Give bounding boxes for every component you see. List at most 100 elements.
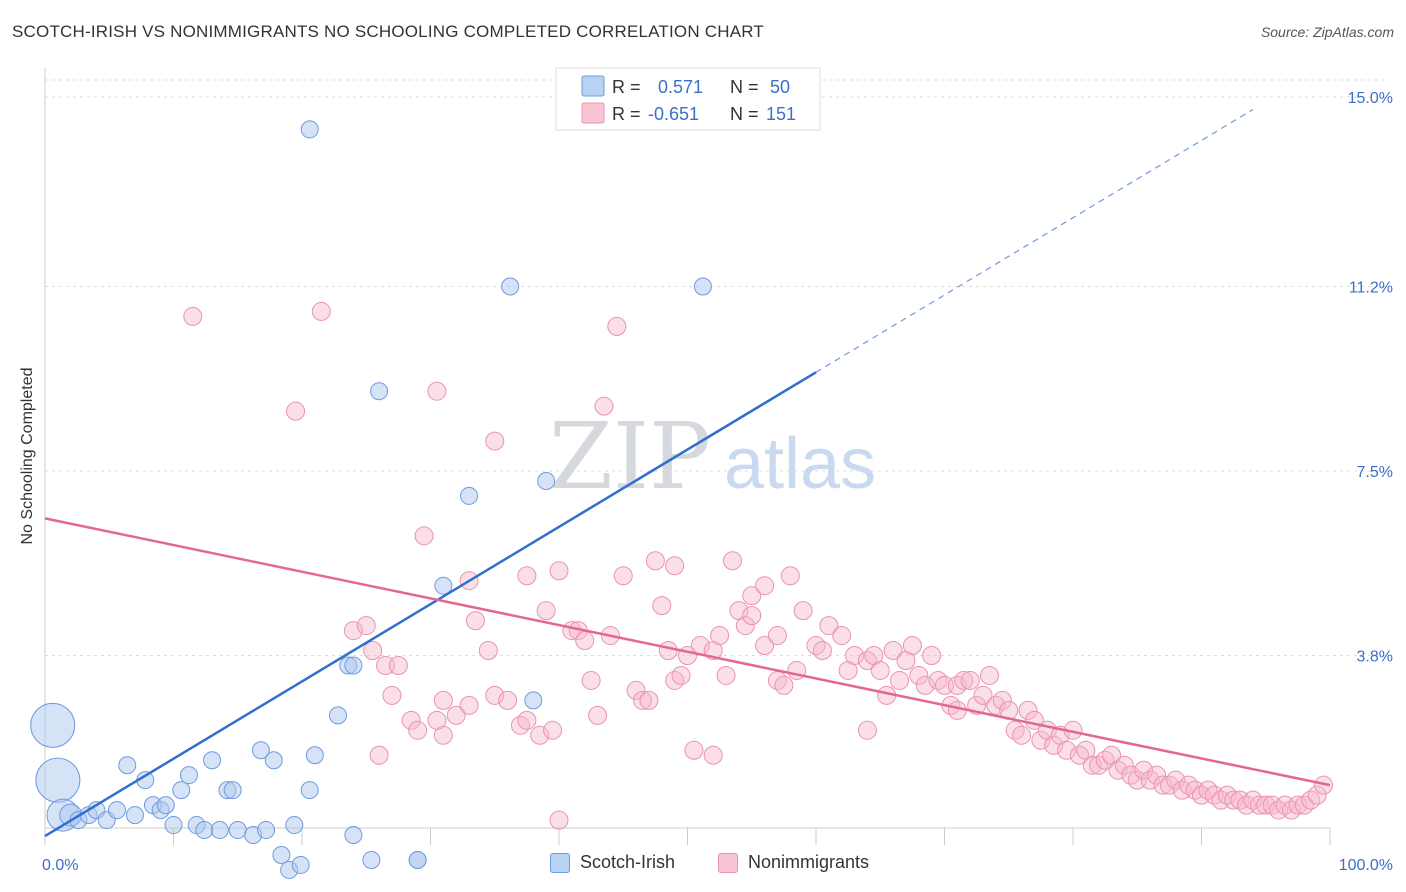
scotch-irish-point-26: [251, 741, 270, 760]
nonimmigrants-point-94: [1012, 725, 1032, 745]
nonimmigrants-point-28: [459, 695, 479, 715]
legend-swatch-pink: [581, 102, 605, 124]
scotch-irish-point-43: [408, 850, 427, 869]
nonimmigrants-point-74: [883, 641, 903, 661]
legend-r-value-1: 0.571: [658, 77, 703, 97]
nonimmigrants-point-109: [1108, 760, 1128, 780]
nonimmigrants-point-138: [1294, 795, 1314, 815]
nonimmigrants-point-59: [755, 636, 775, 656]
nonimmigrants-point-46: [652, 596, 672, 616]
nonimmigrants-point-6: [594, 396, 614, 416]
nonimmigrants-point-20: [382, 685, 402, 705]
nonimmigrants-point-43: [626, 680, 646, 700]
nonimmigrants-point-18: [363, 641, 383, 661]
nonimmigrants-point-35: [543, 720, 563, 740]
legend-r-value-2: -0.651: [648, 104, 699, 124]
nonimmigrants-point-44: [633, 690, 653, 710]
nonimmigrants-point-2: [286, 401, 306, 421]
nonimmigrants-point-7: [414, 526, 434, 546]
legend-item-scotch-irish: Scotch-Irish: [550, 852, 675, 873]
nonimmigrants-point-27: [446, 705, 466, 725]
scotch-irish-point-36: [300, 120, 319, 139]
watermark-atlas: atlas: [724, 424, 876, 504]
nonimmigrants-point-15: [742, 586, 762, 606]
scotch-irish-point-9: [118, 756, 137, 775]
scotch-irish-point-46: [501, 277, 520, 296]
scotch-irish-point-21: [210, 821, 229, 840]
nonimmigrants-point-47: [658, 641, 678, 661]
scotch-irish-point-33: [300, 781, 319, 800]
nonimmigrants-point-30: [485, 685, 505, 705]
scotch-irish-point-35: [344, 826, 363, 845]
nonimmigrants-point-150: [703, 745, 723, 765]
trend-lines: [44, 108, 1331, 838]
nonimmigrants-point-4: [485, 431, 505, 451]
nonimmigrants-point-118: [1166, 770, 1186, 790]
scotch-irish-label: Scotch-Irish: [580, 852, 676, 872]
scotch-irish-point-34: [305, 746, 324, 765]
nonimmigrants-point-97: [1031, 730, 1051, 750]
nonimmigrants-point-55: [716, 665, 736, 685]
nonimmigrants-point-126: [1217, 785, 1237, 805]
nonimmigrants-point-149: [665, 556, 685, 576]
nonimmigrants-point-45: [639, 690, 659, 710]
nonimmigrants-point-31: [498, 690, 518, 710]
nonimmigrants-point-88: [973, 685, 993, 705]
watermark-zip: ZIP: [549, 403, 711, 510]
nonimmigrants-trend-line: [44, 517, 1331, 787]
tick-labels: 3.8% 7.5% 11.2% 15.0% 0.0% 100.0%: [42, 90, 1393, 874]
legend-n-label-2: N =: [730, 104, 759, 124]
scotch-irish-point-23: [223, 781, 242, 800]
nonimmigrants-point-141: [1314, 775, 1334, 795]
nonimmigrants-point-86: [960, 670, 980, 690]
scotch-irish-point-47: [524, 691, 543, 710]
nonimmigrants-point-89: [979, 665, 999, 685]
nonimmigrants-point-137: [1288, 795, 1308, 815]
scotch-irish-trend-extension: [815, 108, 1254, 373]
nonimmigrants-point-10: [549, 561, 569, 581]
nonimmigrants-point-90: [986, 695, 1006, 715]
nonimmigrants-point-72: [870, 660, 890, 680]
gridlines: [45, 79, 1390, 657]
watermark: ZIP atlas: [549, 403, 876, 510]
nonimmigrants-point-145: [767, 626, 787, 646]
nonimmigrants-point-143: [465, 611, 485, 631]
nonimmigrants-point-130: [1243, 790, 1263, 810]
scotch-irish-point-38: [328, 706, 347, 725]
nonimmigrants-point-101: [1057, 740, 1077, 760]
series-legend: Scotch-Irish Nonimmigrants: [0, 850, 1406, 878]
nonimmigrants-point-12: [645, 551, 665, 571]
nonimmigrants-point-105: [1082, 755, 1102, 775]
nonimmigrants-point-140: [1307, 785, 1327, 805]
scotch-irish-point-31: [285, 816, 304, 835]
nonimmigrants-point-1: [311, 301, 331, 321]
nonimmigrants-point-80: [922, 646, 942, 666]
scotch-irish-point-32: [291, 855, 310, 874]
nonimmigrants-point-106: [1089, 755, 1109, 775]
legend-swatch-blue: [581, 75, 605, 97]
nonimmigrants-point-49: [671, 665, 691, 685]
nonimmigrants-point-64: [806, 636, 826, 656]
scotch-irish-point-24: [228, 821, 247, 840]
y-tick-label-1: 7.5%: [1357, 464, 1393, 481]
nonimmigrants-point-95: [1018, 700, 1038, 720]
nonimmigrants-point-21: [388, 655, 408, 675]
legend-r-label-2: R =: [612, 104, 641, 124]
legend-r-label-1: R =: [612, 77, 641, 97]
nonimmigrants-point-16: [343, 621, 363, 641]
nonimmigrants-point-11: [613, 566, 633, 586]
scotch-irish-point-27: [257, 821, 276, 840]
nonimmigrants-point-114: [1140, 770, 1160, 790]
nonimmigrants-point-9: [517, 566, 537, 586]
scotch-irish-point-14: [156, 796, 175, 815]
nonimmigrants-point-107: [1095, 750, 1115, 770]
scotch-irish-point-17: [179, 766, 198, 785]
nonimmigrants-point-61: [774, 675, 794, 695]
y-tick-label-3: 15.0%: [1348, 90, 1393, 107]
scotch-irish-point-0: [30, 702, 76, 748]
nonimmigrants-label: Nonimmigrants: [748, 852, 870, 872]
nonimmigrants-points: [183, 301, 1334, 830]
chart-title: SCOTCH-IRISH VS NONIMMIGRANTS NO SCHOOLI…: [12, 22, 764, 41]
legend-n-label-1: N =: [730, 77, 759, 97]
